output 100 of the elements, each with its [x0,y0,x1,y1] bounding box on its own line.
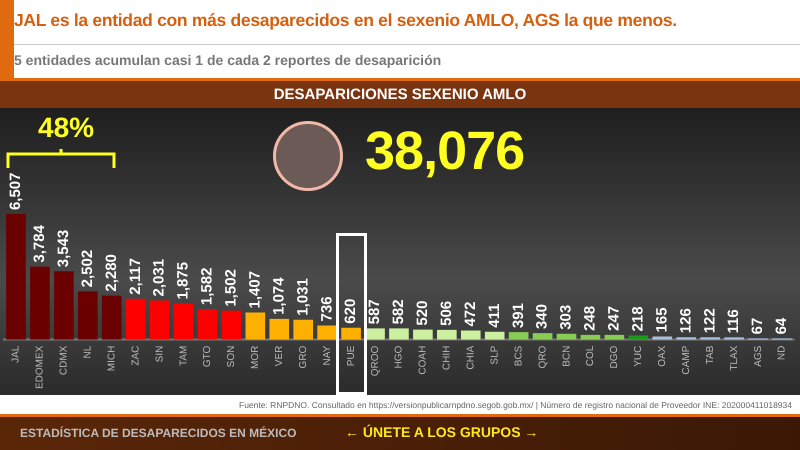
data-label: 1,407 [246,270,264,308]
bar [413,330,433,340]
data-label: 1,031 [294,278,312,316]
data-label: 122 [701,308,718,334]
bar [246,312,266,340]
x-tick-label: GRO [298,345,309,368]
bar [30,266,50,340]
x-tick-label: CHIA [466,345,477,370]
text: DESAPARICIONES SEXENIO AMLO [0,81,800,108]
data-label: 248 [582,306,599,331]
bar [460,330,481,340]
text: 38,076 [365,120,524,182]
x-tick-label: OAX [657,345,668,367]
bar [293,320,314,340]
text: ← ÚNETE A LOS GRUPOS → [345,424,538,440]
data-label: 472 [462,302,479,327]
data-label: 391 [510,303,527,328]
data-label: 3,784 [31,224,48,263]
data-label: 67 [749,318,766,334]
data-label: 736 [318,296,336,322]
bar [317,325,337,340]
data-label: 620 [342,298,360,324]
bar [437,330,457,340]
chart-subtitle: 5 entidades acumulan casi 1 de cada 2 reportes de desaparición [14,52,442,68]
data-label: 2,502 [78,250,96,288]
bar [484,332,505,340]
data-label: 165 [653,307,670,332]
bar [580,334,600,340]
x-tick-label: NL [82,345,94,358]
data-label: 1,582 [198,268,216,306]
x-tick-label: TLAX [728,345,740,371]
data-label: 2,031 [150,258,168,296]
text: 48% [38,112,94,144]
x-tick-label: EDOMEX [34,345,46,390]
x-tick-label: CDMX [58,345,70,376]
bar [532,333,552,340]
data-label: 6,507 [7,172,24,210]
data-label: 126 [677,308,694,334]
bar [78,291,98,340]
x-tick-label: PUE [346,345,357,366]
x-tick-label: MICH [106,346,118,372]
bar [54,271,74,340]
data-label: 587 [366,299,384,324]
data-label: 247 [606,306,623,331]
x-tick-label: NAY [322,345,333,366]
data-label: 520 [414,300,432,326]
bar [126,298,146,340]
x-tick-label: SLP [489,345,500,365]
x-tick-label: HGO [394,345,405,368]
x-tick-label: COAH [418,346,429,375]
x-tick-label: AGS [752,345,764,367]
x-tick-label: ZAC [130,346,142,366]
x-tick-label: YUC [633,346,644,367]
data-label: 116 [725,309,742,334]
bar [604,334,624,340]
bar [150,300,170,340]
bar [174,303,194,340]
bar [222,310,242,340]
x-tick-label: GTO [202,345,214,368]
x-tick-label: TAM [178,346,190,366]
bar [676,337,696,340]
data-label: 3,543 [54,230,72,268]
x-tick-label: JAL [10,345,22,363]
data-label: 2,280 [102,254,120,292]
chart-title: JAL es la entidad con más desaparecidos en el sexenio AMLO, AGS la que menos. [14,10,677,31]
bar [198,309,218,340]
data-label: 506 [438,300,455,326]
data-label: 582 [390,299,408,324]
data-label: 218 [629,306,646,332]
data-label: 303 [558,304,575,330]
source-note: Fuente: RNPDNO. Consultado en https://versionpublicarnpdno.segob.gob.mx/ | Número de registro nacional de Proveedor INE: 202000411018934 [239,400,792,410]
x-tick-label: MOR [250,346,262,370]
data-label: 64 [773,317,790,334]
x-tick-label: BCS [513,345,524,366]
x-tick-label: BCN [561,346,572,367]
x-tick-label: CAMP [680,345,692,375]
bar [389,328,409,340]
data-label: 2,117 [126,258,144,295]
text: ESTADÍSTICA DE DESAPARECIDOS EN MÉXICO [20,426,296,440]
bar [341,328,361,340]
x-tick-label: QROO [370,345,381,376]
data-label: 1,502 [222,269,240,307]
x-tick-label: QRO [537,345,548,368]
data-label: 1,875 [174,262,192,300]
bar [556,334,576,340]
bar [508,332,528,340]
bar [6,214,26,340]
x-tick-label: ND [776,346,788,360]
data-label: 340 [534,304,551,330]
bar [652,336,672,340]
data-label: 411 [486,304,503,328]
x-tick-label: SON [226,346,238,368]
bar [628,335,648,340]
bar [102,296,122,340]
x-tick-label: CHIH [442,346,453,370]
x-tick-label: SIN [154,346,166,362]
x-tick-label: COL [585,345,596,366]
bar [269,318,290,340]
x-tick-label: TAB [704,345,716,364]
x-tick-label: DGO [609,345,620,368]
